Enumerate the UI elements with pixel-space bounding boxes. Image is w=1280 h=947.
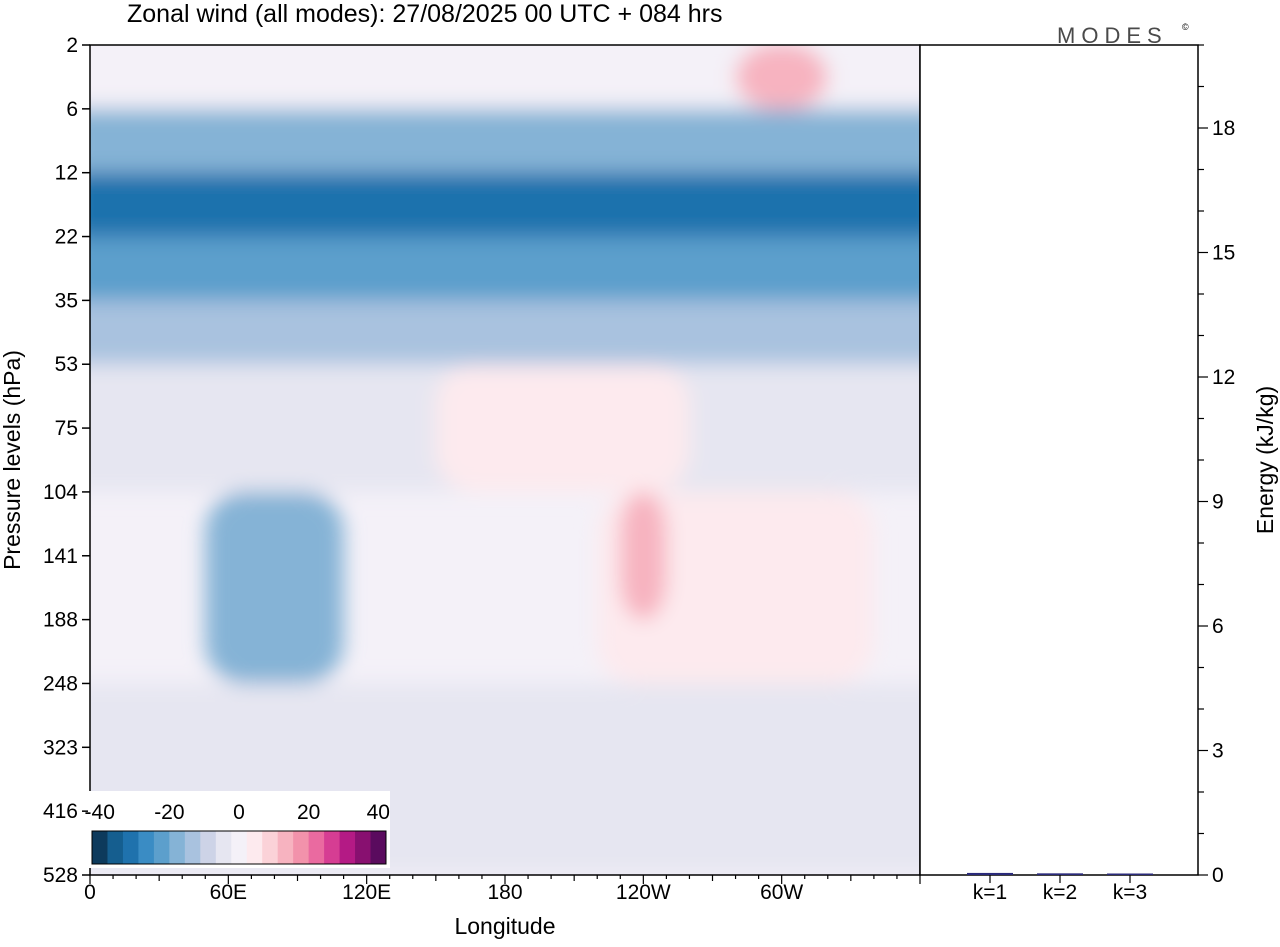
field-region: [435, 364, 690, 492]
energy-tick-label: 15: [1212, 242, 1235, 265]
colorbar-label: 0: [233, 801, 245, 824]
colorbar-swatch: [184, 831, 201, 864]
colorbar-swatch: [215, 831, 232, 864]
colorbar-swatch: [122, 831, 139, 864]
energy-tick-label: 12: [1212, 366, 1235, 389]
y-tick-label: 12: [55, 162, 78, 185]
y-tick-label: 35: [55, 289, 78, 312]
colorbar-swatch: [107, 831, 124, 864]
colorbar-swatch: [293, 831, 310, 864]
y-tick-label: 75: [55, 417, 78, 440]
colorbar-swatch: [200, 831, 217, 864]
field-region: [205, 491, 344, 684]
colorbar-label: -40: [85, 801, 115, 824]
colorbar-swatch: [277, 831, 294, 864]
energy-bar: [1107, 873, 1153, 875]
pressure-axis: 2 6 12 22 35 53 75 104 141 188 248 323 416 528: [43, 34, 90, 887]
x-axis-label: Longitude: [454, 913, 555, 939]
energy-panel-frame: [919, 44, 1199, 876]
colorbar-swatch: [231, 831, 248, 864]
colorbar-label: 20: [297, 801, 320, 824]
y-tick-label: 6: [66, 98, 78, 121]
field-region: [90, 108, 920, 173]
modes-logo: MODES: [1057, 23, 1168, 48]
x-tick-label: 120W: [616, 881, 671, 904]
x-tick-label: 180: [487, 881, 522, 904]
energy-category-label: k=2: [1043, 881, 1077, 904]
longitude-axis: 0 60E 120E 180 120W 60W: [84, 875, 921, 904]
chart-title: Zonal wind (all modes): 27/08/2025 00 UT…: [127, 0, 722, 28]
colorbar-swatch: [262, 831, 279, 864]
x-tick-label: 0: [84, 881, 96, 904]
x-tick-label: 60E: [210, 881, 247, 904]
energy-bar: [967, 872, 1013, 875]
y-tick-label: 248: [43, 672, 78, 695]
y-tick-label: 141: [43, 545, 78, 568]
colorbar-swatch: [169, 831, 186, 864]
colorbar-swatch: [246, 831, 263, 864]
energy-tick-label: 3: [1212, 740, 1224, 763]
y-tick-label: 188: [43, 609, 78, 632]
colorbar-swatch: [339, 831, 356, 864]
logo-copyright-mark: ©: [1182, 22, 1189, 32]
y-tick-label: 104: [43, 481, 78, 504]
y-tick-label: 323: [43, 736, 78, 759]
y-tick-label: 416: [43, 800, 78, 823]
field-region: [620, 491, 667, 620]
field-region: [90, 172, 920, 237]
energy-tick-label: 0: [1212, 864, 1224, 887]
colorbar-swatch: [324, 831, 341, 864]
field-region: [90, 300, 920, 365]
energy-axis: 0 3 6 9 12 15 18: [1198, 44, 1235, 887]
energy-category-label: k=1: [973, 881, 1007, 904]
colorbar-swatch: [138, 831, 155, 864]
colorbar-swatch: [92, 831, 108, 864]
y-tick-label: 2: [66, 34, 78, 57]
energy-tick-label: 9: [1212, 491, 1224, 514]
colorbar-swatch: [153, 831, 170, 864]
y-axis-label: Pressure levels (hPa): [0, 350, 25, 570]
colorbar-swatch: [355, 831, 372, 864]
x-tick-label: 60W: [760, 881, 803, 904]
colorbar-label: 40: [367, 801, 390, 824]
energy-tick-label: 18: [1212, 117, 1235, 140]
y-tick-label: 53: [55, 353, 78, 376]
energy-tick-label: 6: [1212, 615, 1224, 638]
x-tick-label: 120E: [342, 881, 391, 904]
energy-bars: k=1 k=2 k=3: [967, 872, 1153, 904]
field-region: [90, 236, 920, 301]
field-regions: [90, 45, 920, 875]
energy-axis-label: Energy (kJ/kg): [1252, 386, 1278, 534]
colorbar-swatch: [370, 831, 387, 864]
colorbar-label: -20: [154, 801, 184, 824]
colorbar-swatch: [308, 831, 325, 864]
energy-bar: [1037, 873, 1083, 875]
colorbar-frame: [91, 830, 387, 865]
colorbar: -40 -20 0 20 40: [85, 791, 390, 868]
y-tick-label: 22: [55, 226, 78, 249]
energy-category-label: k=3: [1113, 881, 1147, 904]
field-region: [735, 45, 828, 109]
field-region: [597, 491, 874, 684]
y-tick-label: 528: [43, 864, 78, 887]
wind-field: [90, 45, 920, 875]
